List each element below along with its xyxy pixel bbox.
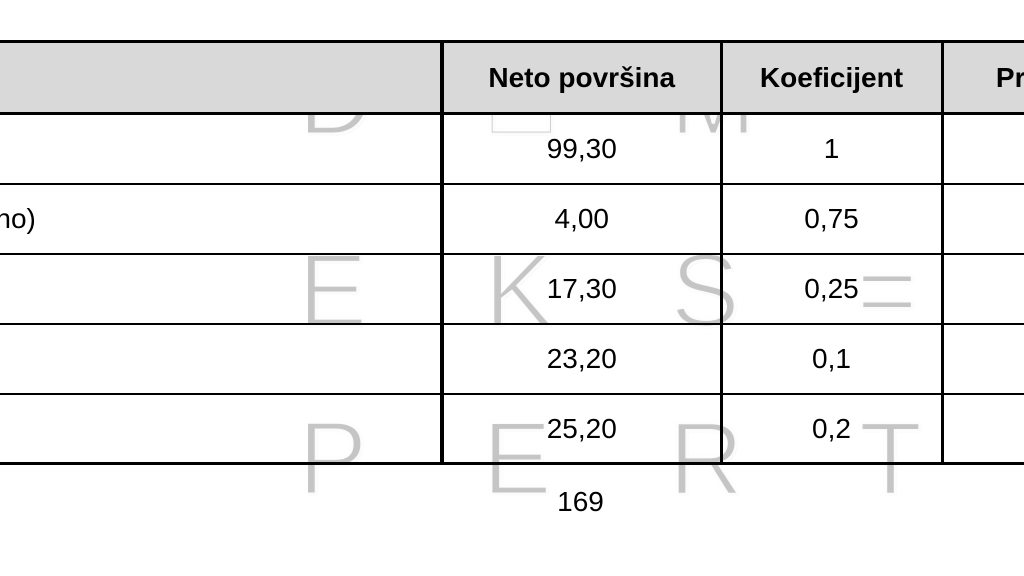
- column-header-koeficijent[interactable]: Koeficijent: [719, 40, 943, 115]
- total-row: 169: [0, 474, 1024, 518]
- data-table: …avke Neto površina Koeficijent Pro …i d…: [0, 40, 1024, 465]
- total-neto-value[interactable]: 169: [557, 486, 604, 517]
- cell-item[interactable]: …lo: [0, 322, 443, 395]
- total-koef-spacer: [720, 474, 941, 518]
- cell-neto[interactable]: 23,20: [440, 322, 722, 395]
- total-pro-spacer: [941, 474, 1024, 518]
- table-row[interactable]: …šta 25,20 0,2: [0, 392, 1024, 465]
- cell-pro[interactable]: [940, 322, 1024, 395]
- cell-neto[interactable]: 25,20: [440, 392, 722, 465]
- column-header-pro[interactable]: Pro: [940, 40, 1024, 115]
- column-header-neto-povrsina[interactable]: Neto površina: [440, 40, 722, 115]
- cell-pro[interactable]: [940, 252, 1024, 325]
- cell-koeficijent[interactable]: 1: [719, 112, 943, 185]
- cell-item[interactable]: …šta: [0, 392, 443, 465]
- cell-item[interactable]: …opločenje: [0, 252, 443, 325]
- header-row: …avke Neto površina Koeficijent Pro: [0, 40, 1024, 115]
- table-body: …i dio 99,30 1 …emište -nadkriveno) 4,00…: [0, 112, 1024, 465]
- cell-koeficijent[interactable]: 0,1: [719, 322, 943, 395]
- cell-koeficijent[interactable]: 0,25: [719, 252, 943, 325]
- table-row[interactable]: …emište -nadkriveno) 4,00 0,75: [0, 182, 1024, 255]
- table-row[interactable]: …lo 23,20 0,1: [0, 322, 1024, 395]
- cell-pro[interactable]: [940, 112, 1024, 185]
- table-header: …avke Neto površina Koeficijent Pro: [0, 40, 1024, 115]
- cell-item[interactable]: …i dio: [0, 112, 443, 185]
- cell-pro[interactable]: [940, 392, 1024, 465]
- cell-neto[interactable]: 99,30: [440, 112, 722, 185]
- total-spacer: [0, 474, 441, 518]
- cell-koeficijent[interactable]: 0,75: [719, 182, 943, 255]
- cell-pro[interactable]: [940, 182, 1024, 255]
- cell-koeficijent[interactable]: 0,2: [719, 392, 943, 465]
- cell-item[interactable]: …emište -nadkriveno): [0, 182, 443, 255]
- cell-neto[interactable]: 17,30: [440, 252, 722, 325]
- table-row[interactable]: …i dio 99,30 1: [0, 112, 1024, 185]
- column-header-stavke[interactable]: …avke: [0, 40, 443, 115]
- cell-neto[interactable]: 4,00: [440, 182, 722, 255]
- table-row[interactable]: …opločenje 17,30 0,25: [0, 252, 1024, 325]
